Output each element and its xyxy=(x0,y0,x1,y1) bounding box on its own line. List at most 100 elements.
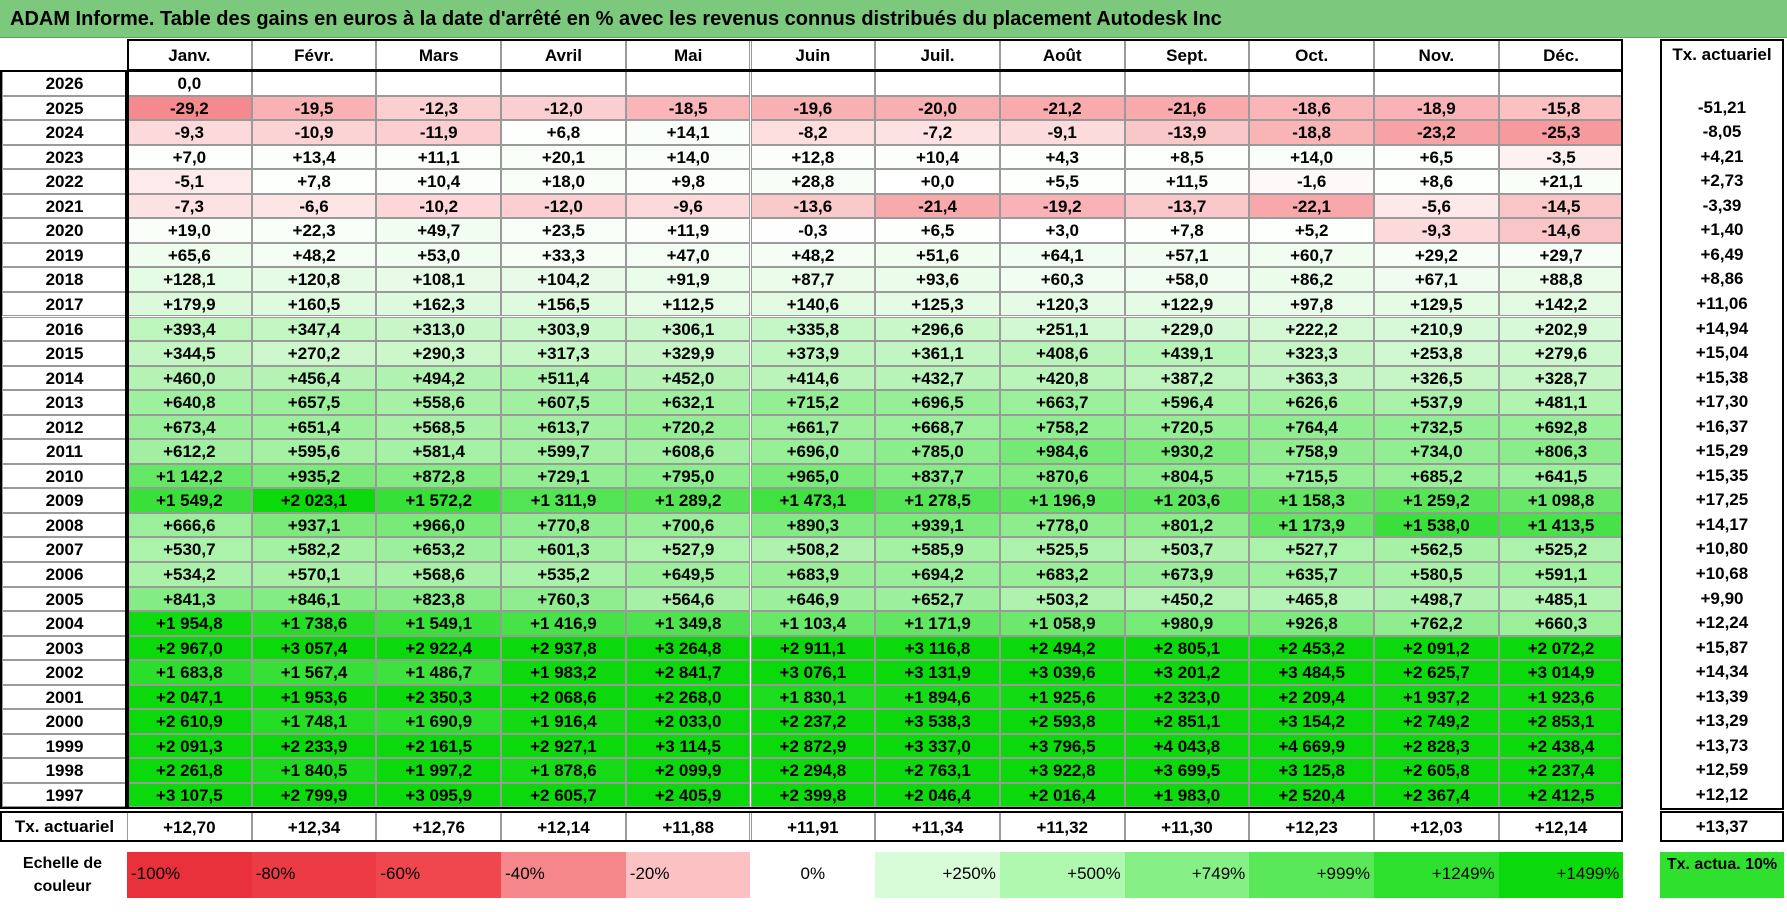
heatmap-cell: +335,8 xyxy=(750,316,876,342)
rate-column-header: Tx. actuariel xyxy=(1672,45,1772,64)
heatmap-cell: +641,5 xyxy=(1498,463,1624,489)
heatmap-cell: +564,6 xyxy=(625,586,751,612)
heatmap-cell: +2 763,1 xyxy=(875,758,1000,783)
annual-rate: +10,80 xyxy=(1695,539,1749,559)
heatmap-cell: +2 072,2 xyxy=(1498,635,1624,661)
annual-rate: +6,49 xyxy=(1700,244,1744,264)
heatmap-cell: +3 337,0 xyxy=(875,733,1000,759)
heatmap-cell: +2 922,4 xyxy=(376,635,502,661)
heatmap-cell: +408,6 xyxy=(999,341,1125,366)
heatmap-cell: +2 841,7 xyxy=(625,660,751,685)
heatmap-cell: +1 538,0 xyxy=(1374,512,1499,538)
heatmap-cell: +97,8 xyxy=(1249,291,1374,317)
heatmap-cell: +732,5 xyxy=(1374,414,1499,440)
heatmap-cell: +2 399,8 xyxy=(750,782,876,808)
heatmap-cell: +1 142,2 xyxy=(127,463,252,489)
annual-rate: -8,05 xyxy=(1702,122,1742,142)
heatmap-cell: +696,0 xyxy=(750,439,876,464)
heatmap-cell: +51,6 xyxy=(875,242,1000,268)
heatmap-cell: +432,7 xyxy=(875,365,1000,391)
heatmap-cell: +57,1 xyxy=(1124,242,1250,268)
heatmap-cell: +1 916,4 xyxy=(501,709,626,734)
heatmap-cell: +537,9 xyxy=(1374,390,1499,415)
heatmap-cell: +3 922,8 xyxy=(999,758,1125,783)
heatmap-cell: +1 748,1 xyxy=(251,709,377,734)
heatmap-cell: +582,2 xyxy=(251,537,377,562)
heatmap-cell: +3 014,9 xyxy=(1498,660,1624,685)
annual-rate: +9,90 xyxy=(1700,588,1744,608)
annual-rate: +12,59 xyxy=(1695,760,1749,780)
rate-column-frame xyxy=(1660,39,1784,810)
heatmap-cell: +1 878,6 xyxy=(501,758,626,783)
heatmap-cell: -19,2 xyxy=(999,193,1125,219)
heatmap-cell: +2 625,7 xyxy=(1374,660,1499,685)
heatmap-cell: +823,8 xyxy=(376,586,502,612)
heatmap-cell: +202,9 xyxy=(1498,316,1624,342)
heatmap-cell: +3 125,8 xyxy=(1249,758,1374,783)
heatmap-cell: +222,2 xyxy=(1249,316,1374,342)
heatmap-cell: +91,9 xyxy=(625,267,751,292)
heatmap-cell: +323,3 xyxy=(1249,341,1374,366)
heatmap-cell: -7,3 xyxy=(127,193,252,219)
heatmap-cell: +1 158,3 xyxy=(1249,488,1374,513)
footer-overall-rate: +13,37 xyxy=(1695,817,1749,836)
heatmap-cell: +984,6 xyxy=(999,439,1125,464)
heatmap-cell: -12,0 xyxy=(501,95,626,121)
heatmap-cell: -3,5 xyxy=(1498,144,1624,170)
heatmap-cell: +580,5 xyxy=(1374,562,1499,587)
heatmap-cell: +937,1 xyxy=(251,512,377,538)
heatmap-cell: +612,2 xyxy=(127,439,252,464)
heatmap-cell: +1 683,8 xyxy=(127,660,252,685)
heatmap-cell: +530,7 xyxy=(127,537,252,562)
heatmap-cell: -19,6 xyxy=(750,95,876,121)
heatmap-cell: +568,6 xyxy=(376,562,502,587)
heatmap-cell: +1 937,2 xyxy=(1374,684,1499,710)
heatmap-cell: +2 937,8 xyxy=(501,635,626,661)
heatmap-cell: +128,1 xyxy=(127,267,252,292)
heatmap-cell: +112,5 xyxy=(625,291,751,317)
heatmap-cell: +930,2 xyxy=(1124,439,1250,464)
heatmap-cell: +2 233,9 xyxy=(251,733,377,759)
heatmap-cell: +2 494,2 xyxy=(999,635,1125,661)
heatmap-cell: +980,9 xyxy=(1124,611,1250,636)
heatmap-cell: +3 484,5 xyxy=(1249,660,1374,685)
annual-rate: +1,40 xyxy=(1700,220,1744,240)
heatmap-cell: +64,1 xyxy=(999,242,1125,268)
heatmap-cell: +33,3 xyxy=(501,242,626,268)
heatmap-cell: +651,4 xyxy=(251,414,377,440)
heatmap-cell: +2 294,8 xyxy=(750,758,876,783)
heatmap-cell: +2 237,2 xyxy=(750,709,876,734)
heatmap-cell: +2 927,1 xyxy=(501,733,626,759)
heatmap-cell: +120,8 xyxy=(251,267,377,292)
heatmap-cell: +661,7 xyxy=(750,414,876,440)
heatmap-cell: -9,3 xyxy=(127,120,252,145)
heatmap-cell: +785,0 xyxy=(875,439,1000,464)
reference-rate-swatch: Tx. actua. 10% xyxy=(1660,852,1784,898)
heatmap-cell: -21,4 xyxy=(875,193,1000,219)
annual-rate: +12,12 xyxy=(1695,784,1749,804)
heatmap-cell: -14,6 xyxy=(1498,218,1624,243)
heatmap-cell: -8,2 xyxy=(750,120,876,145)
heatmap-cell: +1 894,6 xyxy=(875,684,1000,710)
heatmap-cell: +7,8 xyxy=(251,169,377,194)
heatmap-cell: +328,7 xyxy=(1498,365,1624,391)
heatmap-cell: +10,4 xyxy=(376,169,502,194)
heatmap-cell xyxy=(875,71,1000,96)
heatmap-cell: -21,6 xyxy=(1124,95,1250,121)
heatmap-cell: +608,6 xyxy=(625,439,751,464)
heatmap-cell: +313,0 xyxy=(376,316,502,342)
heatmap-cell: -12,3 xyxy=(376,95,502,121)
heatmap-cell: +1 549,2 xyxy=(127,488,252,513)
heatmap-cell: +14,0 xyxy=(1249,144,1374,170)
heatmap-cell: +2 412,5 xyxy=(1498,782,1624,808)
heatmap-cell: -29,2 xyxy=(127,95,252,121)
annual-rate: -3,39 xyxy=(1702,195,1742,215)
annual-rate: +15,29 xyxy=(1695,441,1749,461)
heatmap-cell: -5,6 xyxy=(1374,193,1499,219)
heatmap-cell: -15,8 xyxy=(1498,95,1624,121)
heatmap-cell: +279,6 xyxy=(1498,341,1624,366)
heatmap-cell: -7,2 xyxy=(875,120,1000,145)
heatmap-cell: +2 405,9 xyxy=(625,782,751,808)
heatmap-cell: +253,8 xyxy=(1374,341,1499,366)
data-grid-frame xyxy=(127,70,1624,809)
